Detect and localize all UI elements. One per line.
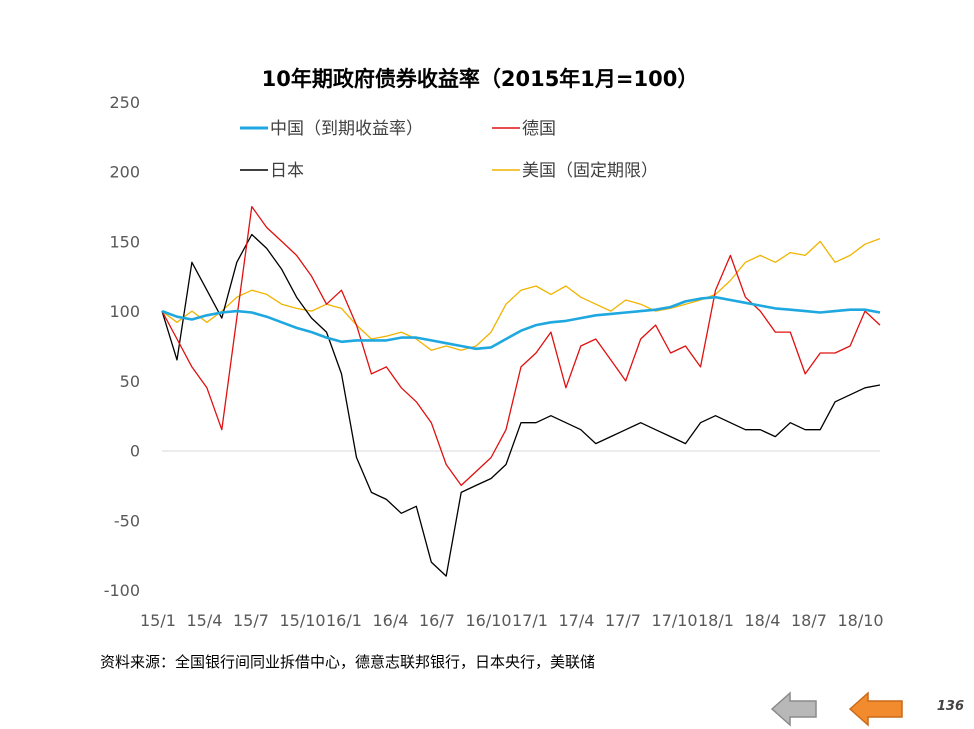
y-tick-label: 0 (130, 442, 140, 461)
x-tick-label: 18/7 (791, 611, 827, 630)
source-note: 资料来源：全国银行间同业拆借中心，德意志联邦银行，日本央行，美联储 (100, 653, 596, 671)
series-line-2 (161, 233, 881, 577)
x-tick-label: 16/10 (466, 611, 512, 630)
x-tick-label: 16/7 (419, 611, 455, 630)
x-axis-ticks: 15/1 15/4 15/7 15/10 16/1 16/4 16/7 16/10 17/1 17… (140, 611, 884, 630)
legend-label: 日本 (270, 161, 304, 181)
x-tick-label: 15/10 (280, 611, 326, 630)
left-arrow-orange-icon (848, 691, 903, 727)
y-tick-label: 100 (109, 302, 140, 321)
next-page-button[interactable] (848, 690, 903, 728)
x-tick-label: 18/1 (698, 611, 734, 630)
y-tick-label: -50 (114, 511, 140, 530)
y-tick-label: 250 (109, 93, 140, 112)
page-number: 136 (936, 699, 964, 714)
prev-page-button[interactable] (770, 690, 818, 728)
x-tick-label: 15/1 (140, 611, 176, 630)
y-tick-label: 50 (120, 372, 140, 391)
x-tick-label: 17/1 (512, 611, 548, 630)
series-line-0 (161, 295, 881, 351)
x-tick-label: 15/7 (233, 611, 269, 630)
x-tick-label: 16/4 (373, 611, 409, 630)
x-tick-label: 16/1 (326, 611, 362, 630)
x-tick-label: 15/4 (187, 611, 223, 630)
series-lines (161, 205, 881, 577)
chart-title: 10年期政府债券收益率（2015年1月=100） (262, 67, 699, 91)
series-line-1 (161, 205, 881, 487)
chart: 10年期政府债券收益率（2015年1月=100） 250 200 150 100 50 0… (104, 67, 884, 630)
x-tick-label: 17/4 (559, 611, 595, 630)
series-line-3 (161, 237, 881, 351)
left-arrow-gray-icon (770, 691, 817, 727)
y-axis-ticks: 250 200 150 100 50 0 -50 -100 (104, 93, 140, 600)
x-tick-label: 17/10 (652, 611, 698, 630)
y-tick-label: 150 (109, 232, 140, 251)
legend-label: 美国（固定期限） (522, 161, 658, 181)
legend-label: 德国 (522, 119, 556, 139)
legend-label: 中国（到期收益率） (270, 119, 423, 139)
x-tick-label: 18/10 (838, 611, 884, 630)
y-tick-label: -100 (104, 581, 140, 600)
x-tick-label: 18/4 (745, 611, 781, 630)
x-tick-label: 17/7 (605, 611, 641, 630)
y-tick-label: 200 (109, 163, 140, 182)
